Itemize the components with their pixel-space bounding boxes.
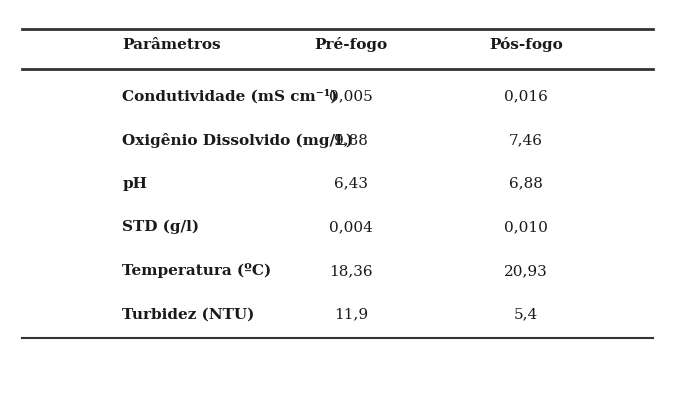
Text: Parâmetros: Parâmetros [122,38,221,52]
Text: 18,36: 18,36 [329,264,373,278]
Text: 9,88: 9,88 [334,133,368,147]
Text: 0,016: 0,016 [504,89,547,103]
Text: Temperatura (ºC): Temperatura (ºC) [122,263,271,279]
Text: 0,004: 0,004 [329,220,373,234]
Text: pH: pH [122,177,147,191]
Text: 5,4: 5,4 [514,307,538,322]
Text: 0,010: 0,010 [504,220,547,234]
Text: STD (g/l): STD (g/l) [122,220,200,235]
Text: 0,005: 0,005 [329,89,373,103]
Text: Pré-fogo: Pré-fogo [315,38,387,53]
Text: 6,43: 6,43 [334,177,368,191]
Text: Condutividade (mS cm⁻¹): Condutividade (mS cm⁻¹) [122,89,338,104]
Text: 20,93: 20,93 [504,264,547,278]
Text: 7,46: 7,46 [509,133,543,147]
Text: 11,9: 11,9 [334,307,368,322]
Text: Turbidez (NTU): Turbidez (NTU) [122,307,254,322]
Text: Oxigênio Dissolvido (mg/L): Oxigênio Dissolvido (mg/L) [122,132,354,148]
Text: Pós-fogo: Pós-fogo [489,38,562,53]
Text: 6,88: 6,88 [509,177,543,191]
